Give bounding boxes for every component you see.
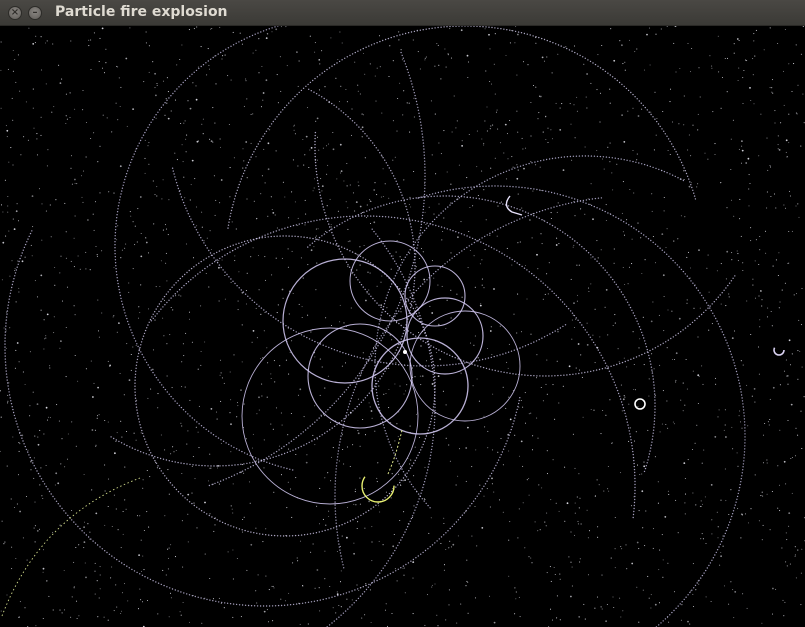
yellow-particle-trail	[1, 429, 403, 617]
background-particles	[0, 26, 805, 627]
isolated-particles	[505, 195, 785, 410]
particle-canvas[interactable]	[0, 26, 805, 627]
close-button[interactable]: ×	[8, 6, 22, 20]
minimize-icon: –	[32, 7, 38, 18]
minimize-button[interactable]: –	[28, 6, 42, 20]
window-title: Particle fire explosion	[55, 4, 228, 20]
title-bar[interactable]: × – Particle fire explosion	[0, 0, 805, 26]
particle-scene	[0, 26, 805, 627]
close-icon: ×	[10, 7, 20, 18]
explosion-core	[241, 240, 521, 505]
